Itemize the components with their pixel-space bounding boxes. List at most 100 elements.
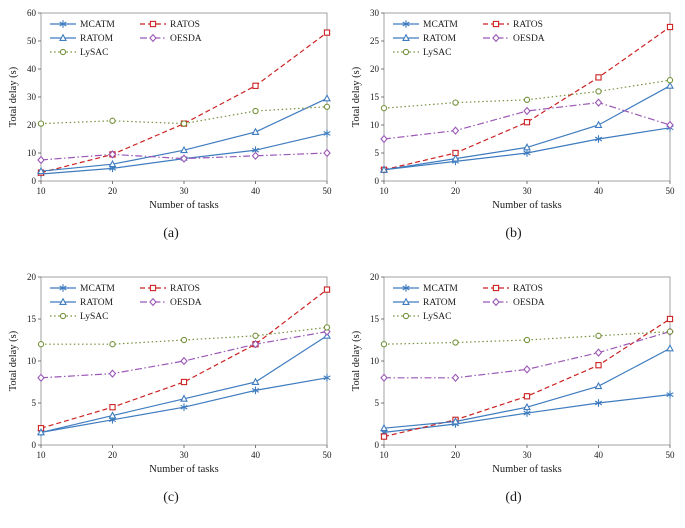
series-oesda <box>37 327 331 383</box>
plot-area: 10 20 30 40 50 0 5 10 15 20 Number of tasks Total d… <box>8 272 332 475</box>
plot-area: 10 20 30 40 50 0 5 10 15 20 25 30 Number of tasks Tot… <box>351 8 675 211</box>
x-tick-label: 10 <box>379 186 389 196</box>
series-lysac <box>37 324 331 348</box>
legend-label: RATOM <box>80 34 114 44</box>
x-tick-label: 40 <box>594 186 604 196</box>
x-axis-label: Number of tasks <box>149 200 218 211</box>
series-lysac <box>380 328 673 348</box>
chart-caption-b: (b) <box>505 226 522 241</box>
legend-label: RATOM <box>80 298 114 308</box>
legend-label: LySAC <box>80 48 109 58</box>
chart-d: 10 20 30 40 50 0 5 10 15 20 Number of tasks Total d… <box>351 272 675 475</box>
legend: MCATM RATOS RATOM OESDA LySAC <box>392 20 545 58</box>
series-ratom <box>379 344 674 432</box>
chart-caption-c: (c) <box>163 490 179 505</box>
x-tick-label: 10 <box>37 450 47 460</box>
plot-area: 10 20 30 40 50 0 5 10 15 20 Number of tasks Total d… <box>351 272 675 475</box>
legend-label: RATOS <box>513 20 543 30</box>
y-tick-label: 0 <box>374 440 379 450</box>
legend-label: LySAC <box>423 48 452 58</box>
chart-panel-c: 10 20 30 40 50 0 5 10 15 20 Number of tasks Total d… <box>0 264 342 528</box>
legend-label: RATOM <box>423 298 457 308</box>
x-axis-label: Number of tasks <box>492 464 561 475</box>
y-tick-label: 10 <box>27 148 37 158</box>
chart-panel-a: 10 20 30 40 50 0 10 20 30 40 50 60 Number of tasks To… <box>0 0 342 264</box>
x-tick-label: 50 <box>323 186 333 196</box>
x-tick-label: 20 <box>108 186 118 196</box>
x-tick-label: 50 <box>323 450 333 460</box>
legend-label: OESDA <box>513 34 545 44</box>
legend-label: RATOS <box>170 20 200 30</box>
y-tick-label: 10 <box>27 356 37 366</box>
y-tick-label: 20 <box>370 64 380 74</box>
y-tick-label: 25 <box>370 36 380 46</box>
y-tick-label: 30 <box>370 8 380 18</box>
series-lysac <box>380 77 673 112</box>
y-tick-label: 40 <box>27 64 37 74</box>
legend-label: OESDA <box>170 34 202 44</box>
y-axis-label: Total delay (s) <box>8 66 19 127</box>
y-tick-label: 0 <box>32 440 37 450</box>
chart-panel-b: 10 20 30 40 50 0 5 10 15 20 25 30 Number of tasks Tot… <box>342 0 685 264</box>
y-tick-label: 20 <box>27 120 37 130</box>
series-lysac <box>37 103 331 127</box>
legend-label: MCATM <box>80 20 115 30</box>
y-tick-label: 20 <box>370 272 380 282</box>
legend-label: LySAC <box>423 312 452 322</box>
x-tick-label: 30 <box>522 186 532 196</box>
legend-label: MCATM <box>423 20 458 30</box>
legend-label: MCATM <box>423 284 458 294</box>
x-tick-label: 10 <box>37 186 47 196</box>
series-ratom <box>379 81 674 173</box>
x-tick-label: 30 <box>180 186 190 196</box>
x-tick-label: 50 <box>665 186 675 196</box>
y-tick-label: 30 <box>27 92 37 102</box>
y-axis-label: Total delay (s) <box>8 330 19 391</box>
y-tick-label: 5 <box>374 148 379 158</box>
y-tick-label: 60 <box>27 8 37 18</box>
series-oesda <box>379 98 674 144</box>
series-oesda <box>37 148 331 165</box>
y-tick-label: 5 <box>374 398 379 408</box>
chart-caption-d: (d) <box>505 490 522 505</box>
x-tick-label: 50 <box>665 450 675 460</box>
y-tick-label: 15 <box>370 92 380 102</box>
y-tick-label: 10 <box>370 120 380 130</box>
legend: MCATM RATOS RATOM OESDA LySAC <box>392 284 545 322</box>
chart-b: 10 20 30 40 50 0 5 10 15 20 25 30 Number of tasks Tot… <box>351 8 675 211</box>
y-tick-label: 0 <box>32 176 37 186</box>
series-oesda <box>379 327 674 383</box>
series-mcatm <box>37 129 331 178</box>
y-tick-label: 15 <box>370 314 380 324</box>
x-tick-label: 40 <box>594 450 604 460</box>
x-tick-label: 30 <box>180 450 190 460</box>
chart-c: 10 20 30 40 50 0 5 10 15 20 Number of tasks Total d… <box>8 272 332 475</box>
legend-label: LySAC <box>80 312 109 322</box>
chart-caption-a: (a) <box>163 226 179 241</box>
y-axis-label: Total delay (s) <box>351 330 362 391</box>
legend-label: MCATM <box>80 284 115 294</box>
x-tick-label: 40 <box>251 450 261 460</box>
x-tick-label: 40 <box>251 186 261 196</box>
y-tick-label: 0 <box>374 176 379 186</box>
legend-label: OESDA <box>513 298 545 308</box>
y-tick-label: 20 <box>27 272 37 282</box>
x-tick-label: 20 <box>451 186 461 196</box>
x-axis-label: Number of tasks <box>149 464 218 475</box>
y-tick-label: 5 <box>32 398 37 408</box>
y-axis-label: Total delay (s) <box>351 66 362 127</box>
y-tick-label: 50 <box>27 36 37 46</box>
x-tick-label: 20 <box>108 450 118 460</box>
legend-label: RATOS <box>513 284 543 294</box>
y-tick-label: 15 <box>27 314 37 324</box>
chart-panel-d: 10 20 30 40 50 0 5 10 15 20 Number of tasks Total d… <box>342 264 685 528</box>
y-tick-label: 10 <box>370 356 380 366</box>
legend-label: RATOM <box>423 34 457 44</box>
x-tick-label: 10 <box>379 450 389 460</box>
x-tick-label: 30 <box>522 450 532 460</box>
x-tick-label: 20 <box>451 450 461 460</box>
series-ratom <box>37 331 331 436</box>
